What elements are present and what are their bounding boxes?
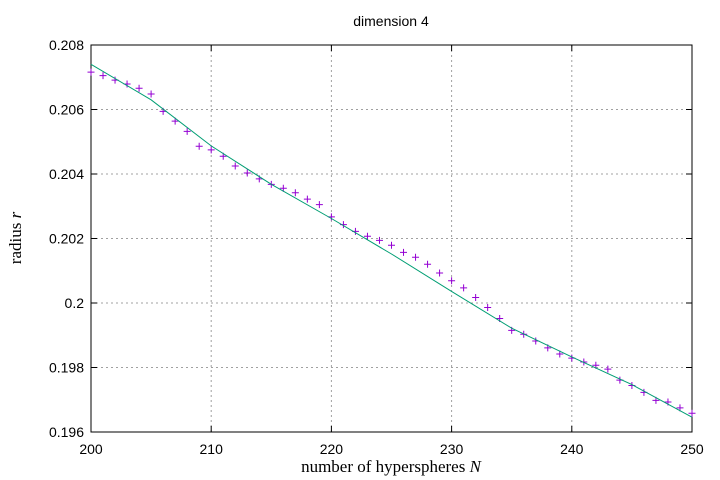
fit-line [90, 63, 693, 418]
y-axis-label-var: r [6, 211, 25, 218]
y-axis-label-text: radius [6, 218, 25, 264]
data-point [303, 195, 311, 203]
data-point [243, 169, 251, 177]
x-axis-label-text: number of hyperspheres [301, 457, 470, 476]
x-tick-label: 200 [79, 441, 103, 457]
data-point [412, 253, 420, 261]
data-point [604, 365, 612, 373]
data-point [436, 269, 444, 277]
data-point [363, 232, 371, 240]
data-point [484, 304, 492, 312]
y-tick-label: 0.208 [49, 37, 84, 53]
data-point [135, 84, 143, 92]
data-point [424, 260, 432, 268]
data-point [472, 294, 480, 302]
data-point [688, 409, 696, 417]
data-point [388, 241, 395, 249]
data-point [147, 90, 155, 98]
data-point [87, 68, 95, 76]
data-point [183, 127, 191, 135]
x-axis-label-var: N [469, 457, 483, 476]
data-point [99, 72, 107, 80]
data-series [87, 63, 696, 418]
chart-title: dimension 4 [353, 13, 429, 29]
data-point [460, 284, 468, 292]
x-tick-label: 210 [200, 441, 224, 457]
data-point [448, 277, 456, 285]
data-point [315, 201, 323, 209]
y-tick-label: 0.204 [49, 166, 84, 182]
data-point [400, 248, 408, 256]
data-point [231, 162, 239, 170]
y-tick-label: 0.206 [49, 102, 84, 118]
y-tick-label: 0.2 [65, 295, 85, 311]
grid [91, 45, 692, 432]
data-point [375, 236, 383, 244]
x-tick-label: 220 [320, 441, 344, 457]
y-tick-label: 0.202 [49, 231, 84, 247]
x-tick-label: 250 [680, 441, 704, 457]
x-tick-label: 230 [440, 441, 464, 457]
x-tick-label: 240 [560, 441, 584, 457]
data-point [207, 146, 215, 154]
data-point [195, 142, 203, 150]
y-axis-label: radius r [6, 211, 25, 264]
y-tick-label: 0.196 [49, 424, 84, 440]
axis-ticks: 200 210 220 230 240 250 0.196 0.198 0.2 0.202 0.20… [49, 37, 704, 457]
y-tick-label: 0.198 [49, 360, 84, 376]
x-axis-label: number of hyperspheres N [301, 457, 483, 476]
data-point [279, 184, 287, 192]
data-point [291, 189, 299, 197]
